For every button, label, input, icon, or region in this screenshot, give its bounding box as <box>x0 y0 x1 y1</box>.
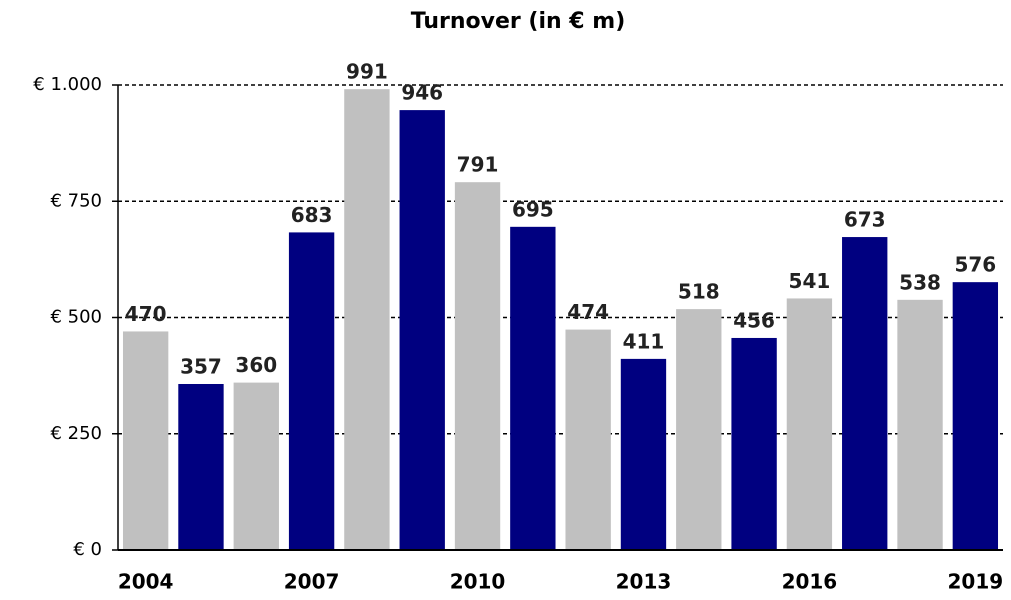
data-label: 474 <box>567 300 609 324</box>
data-label: 683 <box>291 203 333 227</box>
y-tick-label: € 250 <box>50 423 102 444</box>
bar <box>122 331 169 550</box>
bar <box>233 382 279 550</box>
data-label: 576 <box>954 253 996 277</box>
bar <box>786 298 833 550</box>
y-tick-label: € 1.000 <box>33 74 102 95</box>
data-label: 791 <box>457 153 499 177</box>
data-label: 991 <box>346 60 388 84</box>
data-label: 541 <box>789 269 831 293</box>
bar <box>897 299 943 550</box>
bar <box>565 329 611 550</box>
x-tick-label: 2016 <box>782 570 838 594</box>
bar <box>676 309 722 550</box>
data-label: 456 <box>733 308 775 332</box>
bar <box>952 282 999 550</box>
y-tick-label: € 750 <box>50 190 102 211</box>
data-label: 357 <box>180 354 222 378</box>
bar <box>288 232 335 550</box>
data-label: 411 <box>623 329 665 353</box>
data-label: 360 <box>235 353 277 377</box>
chart-title: Turnover (in € m) <box>411 9 626 34</box>
data-label: 538 <box>899 270 941 294</box>
data-label: 695 <box>512 197 554 221</box>
bar <box>731 337 777 550</box>
x-tick-label: 2007 <box>284 570 340 594</box>
data-label: 518 <box>678 280 720 304</box>
data-label: 673 <box>844 208 886 232</box>
data-label: 946 <box>401 81 443 105</box>
bar <box>510 226 556 550</box>
y-tick-label: € 500 <box>50 307 102 328</box>
x-tick-label: 2019 <box>948 570 1004 594</box>
bar <box>344 89 390 550</box>
y-tick-label: € 0 <box>73 539 102 560</box>
x-tick-label: 2010 <box>450 570 506 594</box>
data-label: 470 <box>125 302 167 326</box>
bar <box>454 182 501 550</box>
bar <box>178 383 224 550</box>
bar <box>399 110 445 551</box>
x-tick-label: 2013 <box>616 570 672 594</box>
bar <box>620 358 667 550</box>
x-tick-label: 2004 <box>118 570 174 594</box>
bar <box>842 237 888 550</box>
